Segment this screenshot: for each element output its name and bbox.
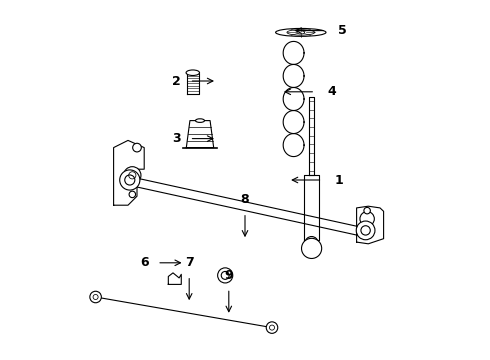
Ellipse shape [196, 119, 204, 122]
Polygon shape [309, 97, 315, 175]
Circle shape [120, 170, 140, 190]
Ellipse shape [275, 28, 326, 36]
Polygon shape [357, 206, 384, 244]
Ellipse shape [221, 271, 229, 279]
Circle shape [363, 228, 372, 237]
Polygon shape [187, 73, 199, 94]
Circle shape [364, 207, 370, 214]
Polygon shape [132, 177, 365, 237]
Circle shape [356, 221, 375, 240]
Text: 5: 5 [338, 24, 346, 37]
Text: 4: 4 [327, 85, 336, 98]
Circle shape [305, 237, 318, 249]
Circle shape [301, 238, 321, 258]
Circle shape [133, 143, 141, 152]
Ellipse shape [218, 268, 233, 283]
Text: 2: 2 [172, 75, 181, 87]
Circle shape [90, 291, 101, 303]
Ellipse shape [297, 31, 305, 34]
Circle shape [129, 191, 136, 198]
Text: 3: 3 [172, 132, 181, 145]
Circle shape [360, 212, 374, 226]
Polygon shape [114, 140, 144, 205]
Text: 8: 8 [241, 193, 249, 206]
Text: 9: 9 [224, 269, 233, 282]
Ellipse shape [186, 70, 199, 76]
Text: 6: 6 [140, 256, 148, 269]
Text: 7: 7 [185, 256, 194, 269]
Circle shape [123, 167, 141, 184]
Polygon shape [169, 273, 181, 284]
Circle shape [266, 322, 278, 333]
Polygon shape [304, 175, 319, 240]
Polygon shape [186, 121, 214, 148]
Text: 1: 1 [334, 174, 343, 186]
